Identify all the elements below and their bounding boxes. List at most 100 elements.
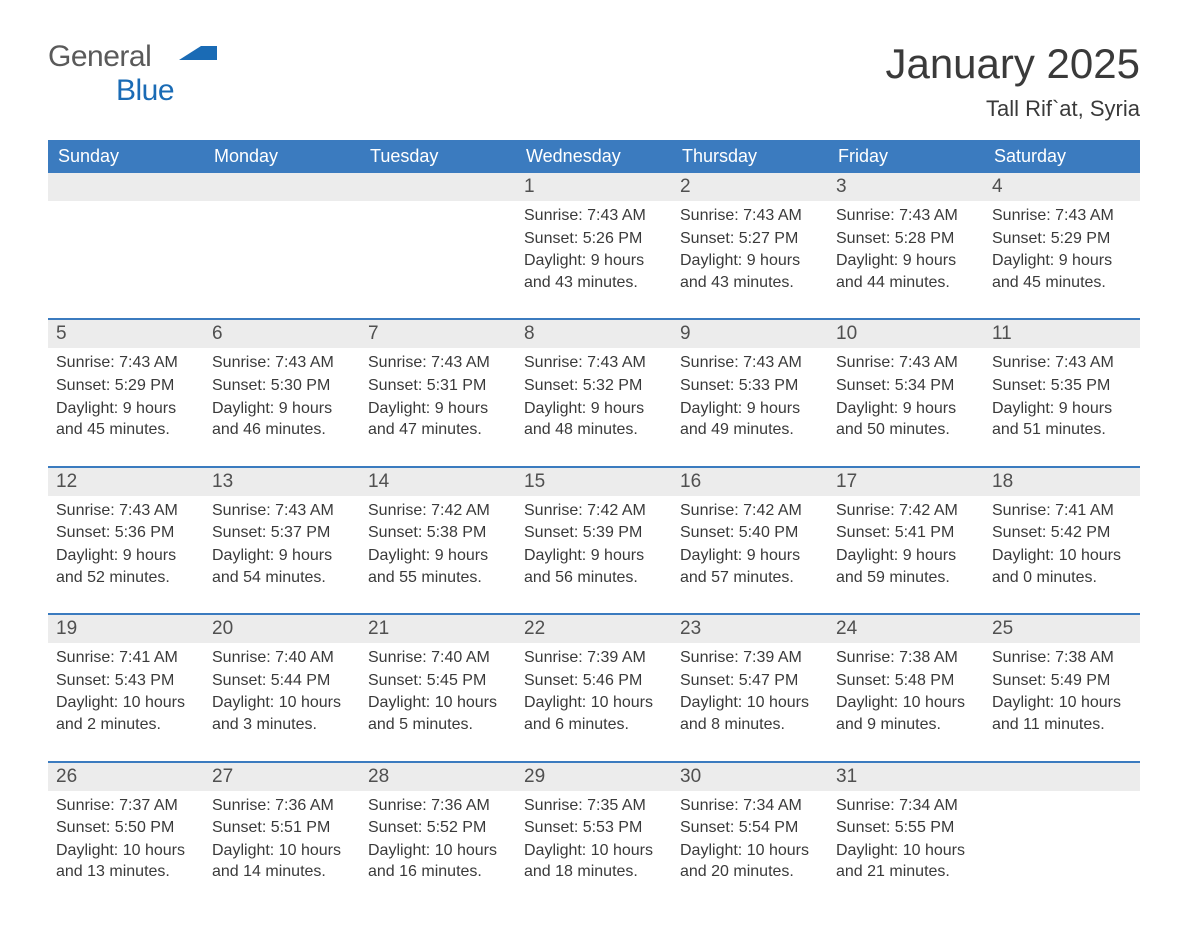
sunrise-line: Sunrise: 7:43 AM: [680, 352, 820, 374]
day-number-cell: 25: [984, 615, 1140, 643]
day-number-cell: 28: [360, 763, 516, 791]
page-header: General Blue January 2025 Tall Rif`at, S…: [48, 40, 1140, 122]
sunrise-line: Sunrise: 7:36 AM: [212, 795, 352, 817]
daylight-line: Daylight: 10 hours and 16 minutes.: [368, 840, 508, 883]
sunset-line: Sunset: 5:27 PM: [680, 228, 820, 250]
day-number-cell: 7: [360, 320, 516, 348]
sunrise-line: Sunrise: 7:39 AM: [680, 647, 820, 669]
daylight-line: Daylight: 10 hours and 9 minutes.: [836, 692, 976, 735]
day-number-cell: [204, 173, 360, 201]
day-info-cell: Sunrise: 7:43 AMSunset: 5:29 PMDaylight:…: [984, 201, 1140, 319]
day-info-cell: Sunrise: 7:43 AMSunset: 5:37 PMDaylight:…: [204, 496, 360, 614]
sunrise-line: Sunrise: 7:41 AM: [56, 647, 196, 669]
sunrise-line: Sunrise: 7:43 AM: [212, 352, 352, 374]
sunset-line: Sunset: 5:44 PM: [212, 670, 352, 692]
sunset-line: Sunset: 5:45 PM: [368, 670, 508, 692]
day-info-cell: Sunrise: 7:42 AMSunset: 5:39 PMDaylight:…: [516, 496, 672, 614]
sunset-line: Sunset: 5:37 PM: [212, 522, 352, 544]
sunrise-line: Sunrise: 7:42 AM: [368, 500, 508, 522]
daylight-line: Daylight: 10 hours and 5 minutes.: [368, 692, 508, 735]
day-number-cell: 29: [516, 763, 672, 791]
day-info-cell: [204, 201, 360, 319]
sunrise-line: Sunrise: 7:43 AM: [56, 500, 196, 522]
day-info-cell: Sunrise: 7:43 AMSunset: 5:31 PMDaylight:…: [360, 348, 516, 466]
sunrise-line: Sunrise: 7:42 AM: [680, 500, 820, 522]
sunrise-line: Sunrise: 7:43 AM: [992, 352, 1132, 374]
sunrise-line: Sunrise: 7:37 AM: [56, 795, 196, 817]
day-info-cell: Sunrise: 7:36 AMSunset: 5:52 PMDaylight:…: [360, 791, 516, 908]
sunrise-line: Sunrise: 7:42 AM: [836, 500, 976, 522]
day-number-cell: 5: [48, 320, 204, 348]
day-number-cell: 27: [204, 763, 360, 791]
day-number-row: 567891011: [48, 320, 1140, 348]
sunset-line: Sunset: 5:42 PM: [992, 522, 1132, 544]
sunset-line: Sunset: 5:29 PM: [992, 228, 1132, 250]
sunset-line: Sunset: 5:36 PM: [56, 522, 196, 544]
day-number-cell: [360, 173, 516, 201]
day-number-cell: 22: [516, 615, 672, 643]
sunset-line: Sunset: 5:55 PM: [836, 817, 976, 839]
daylight-line: Daylight: 9 hours and 43 minutes.: [680, 250, 820, 293]
sunrise-line: Sunrise: 7:42 AM: [524, 500, 664, 522]
day-info-cell: Sunrise: 7:34 AMSunset: 5:55 PMDaylight:…: [828, 791, 984, 908]
daylight-line: Daylight: 10 hours and 2 minutes.: [56, 692, 196, 735]
day-info-cell: [984, 791, 1140, 908]
day-header: Wednesday: [516, 140, 672, 173]
daylight-line: Daylight: 9 hours and 55 minutes.: [368, 545, 508, 588]
sunrise-line: Sunrise: 7:43 AM: [836, 352, 976, 374]
day-header-row: SundayMondayTuesdayWednesdayThursdayFrid…: [48, 140, 1140, 173]
day-info-cell: Sunrise: 7:34 AMSunset: 5:54 PMDaylight:…: [672, 791, 828, 908]
daylight-line: Daylight: 10 hours and 6 minutes.: [524, 692, 664, 735]
day-info-cell: Sunrise: 7:42 AMSunset: 5:40 PMDaylight:…: [672, 496, 828, 614]
sunrise-line: Sunrise: 7:39 AM: [524, 647, 664, 669]
day-info-cell: Sunrise: 7:41 AMSunset: 5:43 PMDaylight:…: [48, 643, 204, 761]
daylight-line: Daylight: 10 hours and 21 minutes.: [836, 840, 976, 883]
day-info-cell: Sunrise: 7:43 AMSunset: 5:26 PMDaylight:…: [516, 201, 672, 319]
day-info-cell: Sunrise: 7:43 AMSunset: 5:28 PMDaylight:…: [828, 201, 984, 319]
day-number-cell: 31: [828, 763, 984, 791]
daylight-line: Daylight: 9 hours and 46 minutes.: [212, 398, 352, 441]
day-number-cell: 11: [984, 320, 1140, 348]
sunrise-line: Sunrise: 7:43 AM: [680, 205, 820, 227]
day-number-row: 19202122232425: [48, 615, 1140, 643]
sunset-line: Sunset: 5:31 PM: [368, 375, 508, 397]
day-header: Tuesday: [360, 140, 516, 173]
day-info-row: Sunrise: 7:43 AM Sunset: 5:26 PM Daylight:…: [48, 201, 1140, 319]
daylight-line: Daylight: 10 hours and 14 minutes.: [212, 840, 352, 883]
day-info-cell: Sunrise: 7:39 AMSunset: 5:47 PMDaylight:…: [672, 643, 828, 761]
day-info-row: Sunrise: 7:43 AMSunset: 5:29 PMDaylight:…: [48, 348, 1140, 466]
day-info-row: Sunrise: 7:41 AMSunset: 5:43 PMDaylight:…: [48, 643, 1140, 761]
sunrise-line: Sunrise: 7:40 AM: [212, 647, 352, 669]
sunset-line: Sunset: 5:38 PM: [368, 522, 508, 544]
daylight-line: Daylight: 10 hours and 20 minutes.: [680, 840, 820, 883]
sunrise-line: Sunrise: 7:43 AM: [368, 352, 508, 374]
sunset-line: Sunset: 5:51 PM: [212, 817, 352, 839]
day-info-cell: Sunrise: 7:42 AMSunset: 5:41 PMDaylight:…: [828, 496, 984, 614]
sunrise-line: Sunrise: 7:34 AM: [680, 795, 820, 817]
day-number-cell: [48, 173, 204, 201]
logo: General Blue: [48, 40, 217, 108]
sunrise-line: Sunrise: 7:43 AM: [212, 500, 352, 522]
logo-word-1: General: [48, 40, 151, 73]
sunset-line: Sunset: 5:33 PM: [680, 375, 820, 397]
sunset-line: Sunset: 5:26 PM: [524, 228, 664, 250]
day-info-cell: Sunrise: 7:43 AMSunset: 5:36 PMDaylight:…: [48, 496, 204, 614]
sunset-line: Sunset: 5:54 PM: [680, 817, 820, 839]
logo-word-2: Blue: [116, 74, 174, 107]
sunrise-line: Sunrise: 7:43 AM: [56, 352, 196, 374]
daylight-line: Daylight: 10 hours and 3 minutes.: [212, 692, 352, 735]
day-number-cell: 2: [672, 173, 828, 201]
day-number-cell: 21: [360, 615, 516, 643]
daylight-line: Daylight: 9 hours and 49 minutes.: [680, 398, 820, 441]
sunset-line: Sunset: 5:41 PM: [836, 522, 976, 544]
daylight-line: Daylight: 9 hours and 52 minutes.: [56, 545, 196, 588]
day-number-cell: 30: [672, 763, 828, 791]
daylight-line: Daylight: 9 hours and 57 minutes.: [680, 545, 820, 588]
day-number-cell: 23: [672, 615, 828, 643]
day-info-row: Sunrise: 7:43 AMSunset: 5:36 PMDaylight:…: [48, 496, 1140, 614]
daylight-line: Daylight: 9 hours and 45 minutes.: [992, 250, 1132, 293]
sunset-line: Sunset: 5:48 PM: [836, 670, 976, 692]
day-number-cell: 10: [828, 320, 984, 348]
day-number-cell: 26: [48, 763, 204, 791]
day-header: Monday: [204, 140, 360, 173]
